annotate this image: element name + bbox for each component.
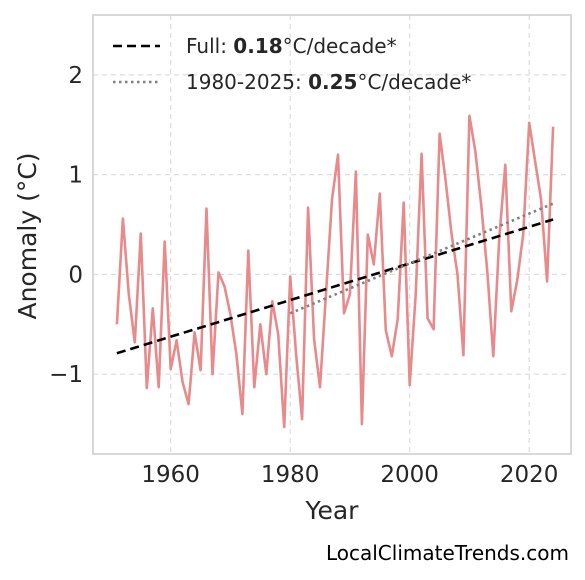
y-tick-label: −1 bbox=[49, 362, 83, 388]
x-tick-labels: 1960 1980 2000 2020 bbox=[141, 462, 558, 488]
y-tick-label: 1 bbox=[68, 163, 83, 189]
y-tick-label: 0 bbox=[68, 262, 83, 288]
legend: Full: 0.18°C/decade* 1980-2025: 0.25°C/de… bbox=[113, 34, 471, 94]
x-tick-label: 1960 bbox=[141, 462, 200, 488]
series-layer bbox=[115, 114, 555, 429]
anomaly-line bbox=[115, 114, 555, 429]
legend-label: 1980-2025: 0.25°C/decade* bbox=[186, 70, 471, 94]
grid bbox=[93, 15, 571, 454]
plot-frame bbox=[92, 14, 572, 455]
y-axis-label: Anomaly (°C) bbox=[13, 152, 42, 319]
x-tick-label: 1980 bbox=[261, 462, 320, 488]
legend-label: Full: 0.18°C/decade* bbox=[186, 34, 397, 58]
x-tick-label: 2020 bbox=[500, 462, 559, 488]
y-tick-labels: 2 1 0 −1 bbox=[49, 63, 83, 388]
x-tick-label: 2000 bbox=[380, 462, 439, 488]
credit-text: LocalClimateTrends.com bbox=[326, 541, 569, 565]
full-trend-line bbox=[116, 218, 554, 355]
y-tick-label: 2 bbox=[68, 63, 83, 89]
x-axis-label: Year bbox=[305, 496, 360, 525]
